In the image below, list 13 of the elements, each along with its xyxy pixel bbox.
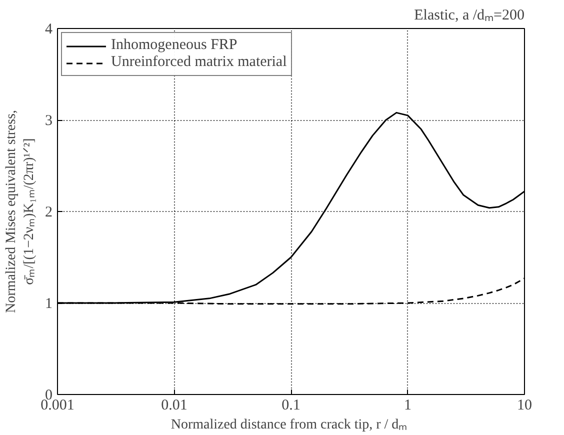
- y-tick-label: 3: [45, 113, 52, 129]
- x-tick-label: 1: [404, 398, 412, 414]
- y-axis-title: Normalized Mises equivalent stress, σ̄ₘ/[(1−2νₘ)K₁ₘ/(2πr)¹ᐟ²]: [4, 110, 37, 313]
- y-tick-label: 2: [45, 204, 52, 220]
- legend-label: Inhomogeneous FRP: [111, 37, 238, 54]
- text: Elastic, a /dₘ=200: [414, 8, 525, 24]
- x-tick-label: 10: [517, 398, 532, 414]
- x-tick-label: 0.1: [282, 398, 300, 414]
- x-tick-label: 0.01: [161, 398, 188, 414]
- legend-label: Unreinforced matrix material: [111, 54, 287, 71]
- x-axis-title: Normalized distance from crack tip, r / dₘ: [170, 418, 408, 432]
- y-tick-label: 1: [45, 296, 52, 312]
- y-tick-label: 4: [45, 22, 53, 38]
